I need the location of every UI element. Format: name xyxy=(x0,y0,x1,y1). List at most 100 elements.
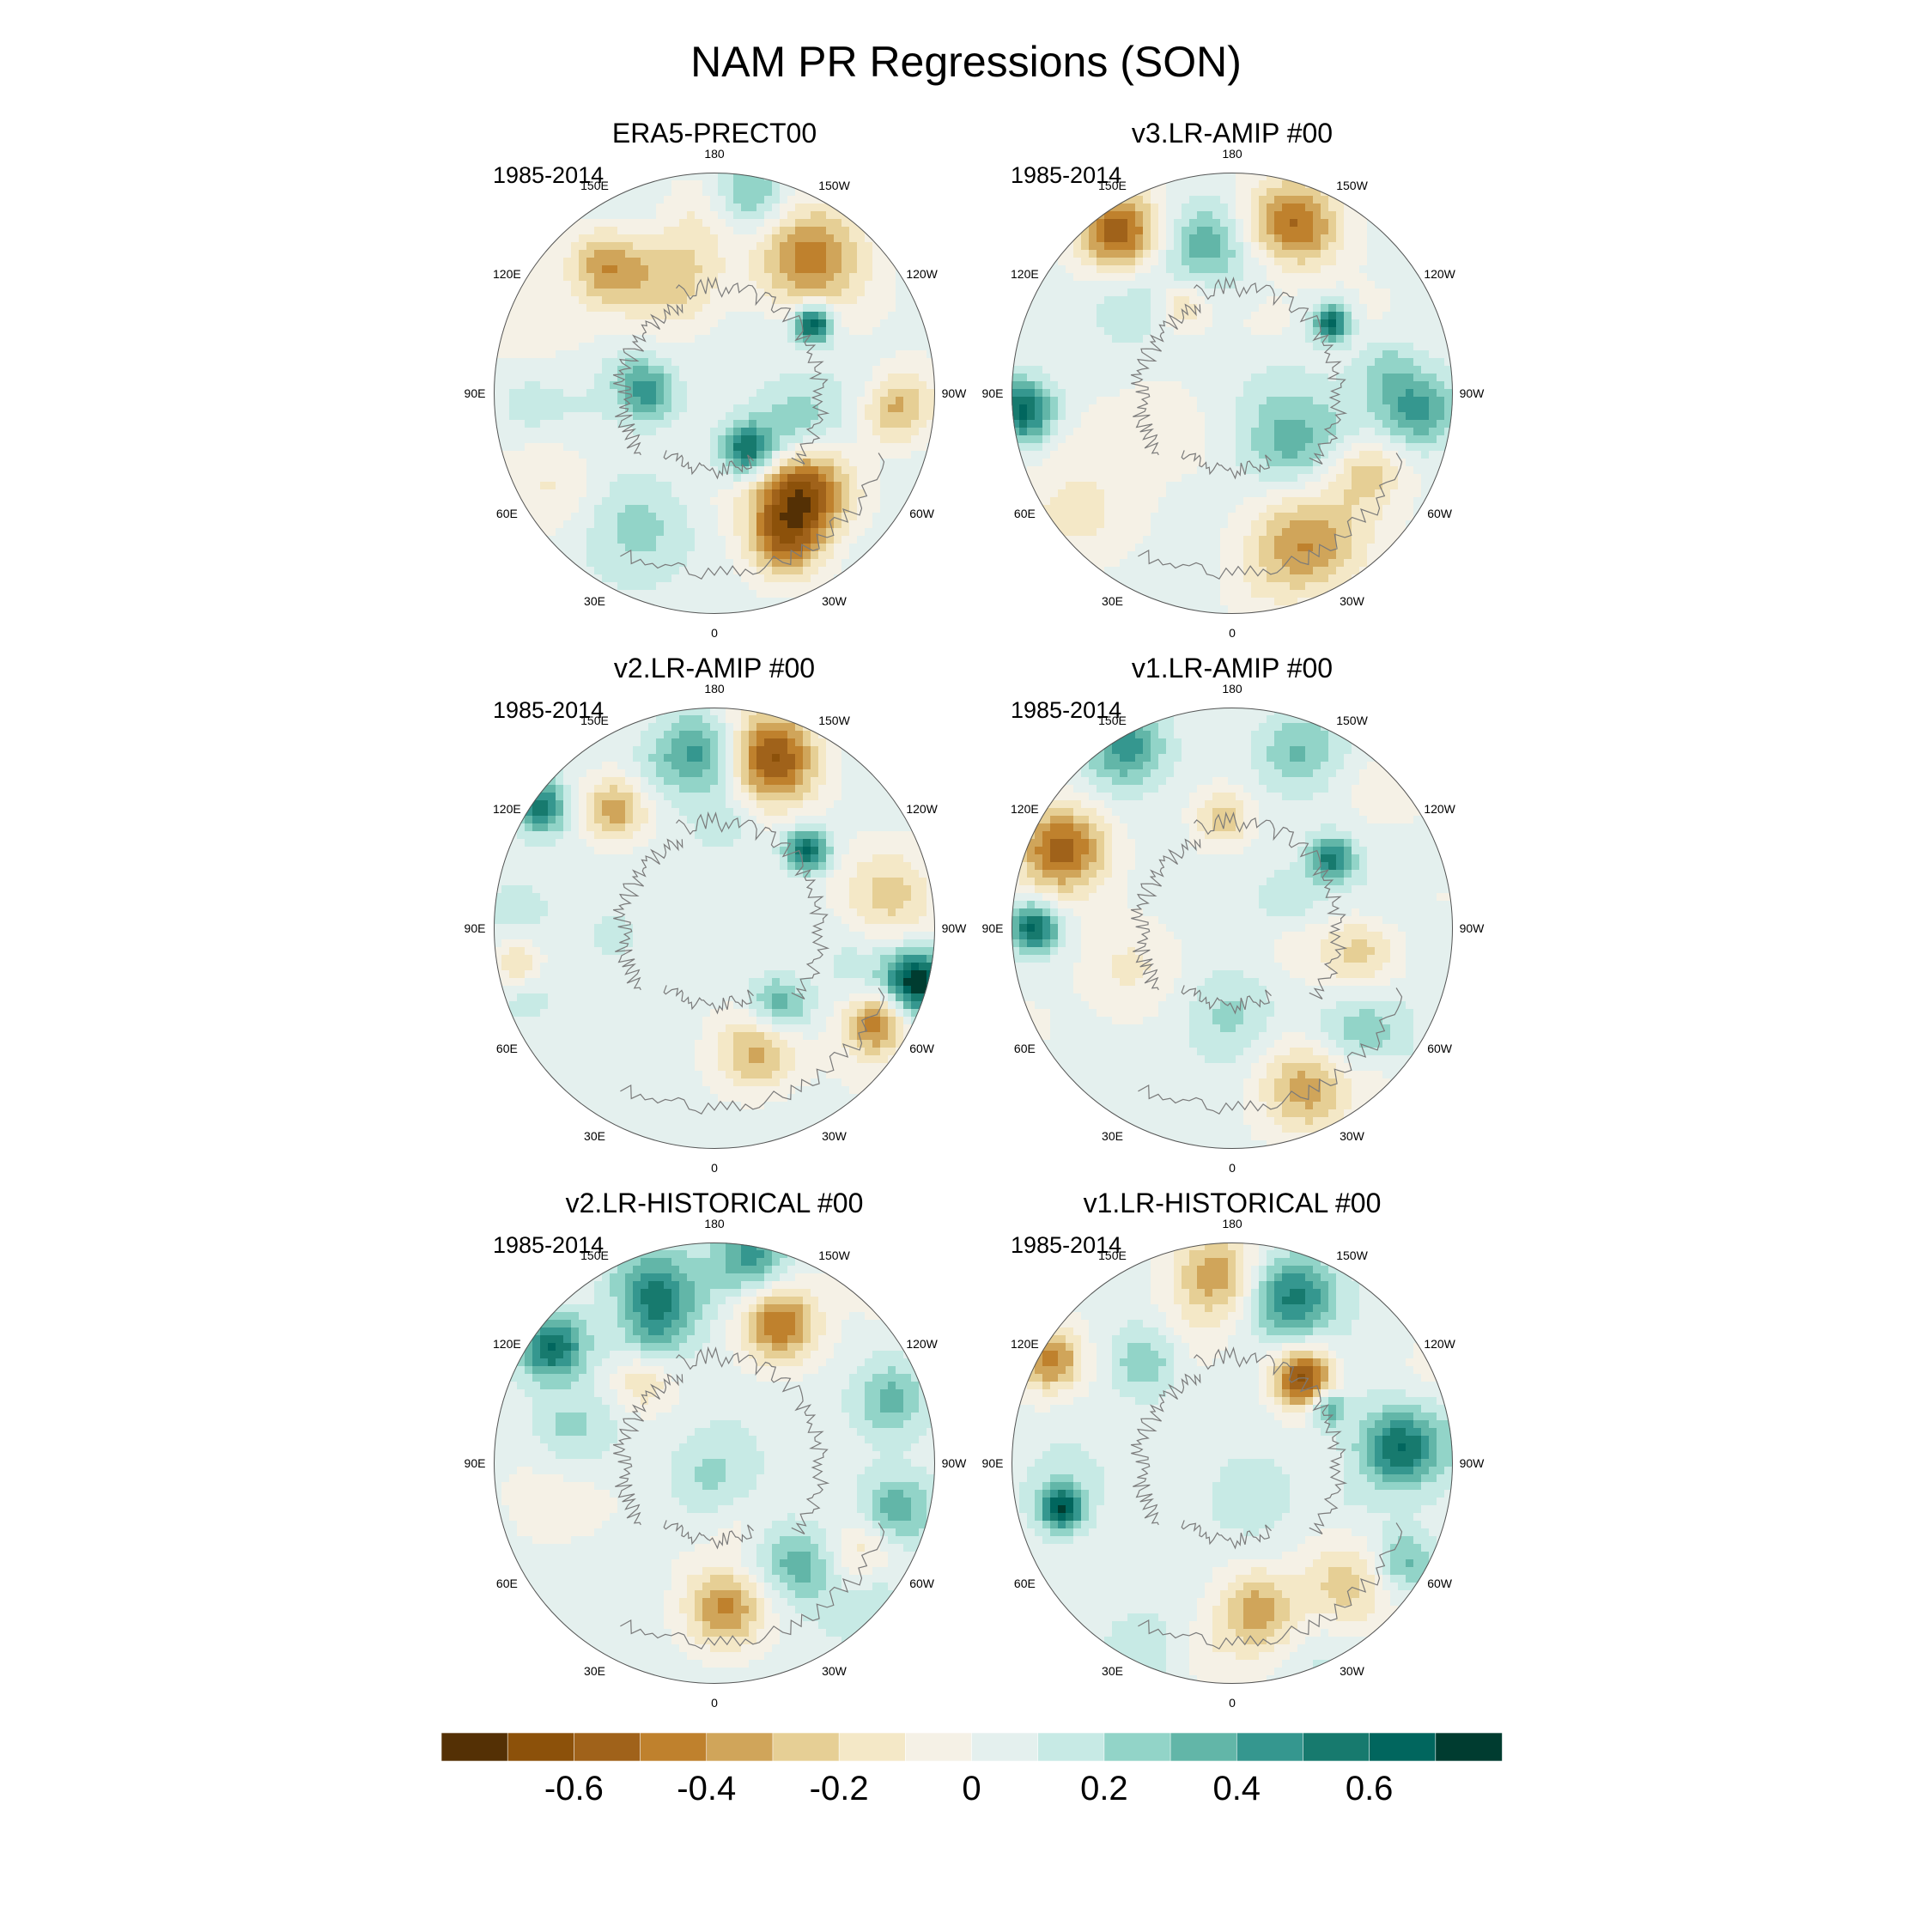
field-cell xyxy=(594,381,603,390)
field-cell xyxy=(1236,489,1244,498)
field-cell xyxy=(579,273,587,282)
field-cell xyxy=(849,211,858,220)
field-cell xyxy=(687,598,696,606)
field-cell xyxy=(927,404,935,413)
field-cell xyxy=(702,497,711,506)
field-cell xyxy=(1135,489,1144,498)
field-cell xyxy=(517,397,526,405)
field-cell xyxy=(1429,381,1437,390)
field-cell xyxy=(811,219,819,228)
field-cell xyxy=(1305,350,1314,359)
field-cell xyxy=(787,188,796,197)
field-cell xyxy=(1066,397,1074,405)
field-cell xyxy=(1375,404,1383,413)
field-cell xyxy=(1382,404,1391,413)
field-cell xyxy=(571,374,580,382)
field-cell xyxy=(579,474,587,483)
field-cell xyxy=(617,443,626,452)
field-cell xyxy=(718,482,726,490)
field-cell xyxy=(857,520,866,529)
field-cell xyxy=(1197,358,1206,367)
field-cell xyxy=(579,389,587,398)
field-cell xyxy=(1166,289,1175,297)
field-cell xyxy=(1127,219,1136,228)
field-cell xyxy=(1197,482,1206,490)
field-cell xyxy=(563,265,572,274)
field-cell xyxy=(1328,443,1337,452)
field-cell xyxy=(548,443,556,452)
field-cell xyxy=(1220,204,1229,212)
field-cell xyxy=(1290,466,1298,475)
field-cell xyxy=(1058,304,1066,313)
field-cell xyxy=(579,404,587,413)
field-cell xyxy=(749,598,757,606)
field-cell xyxy=(1352,459,1360,467)
field-cell xyxy=(501,366,510,374)
field-cell xyxy=(772,211,781,220)
field-cell xyxy=(571,428,580,436)
field-cell xyxy=(594,574,603,583)
field-cell xyxy=(1089,482,1097,490)
field-cell xyxy=(718,219,726,228)
field-cell xyxy=(1243,343,1252,351)
field-cell xyxy=(679,343,688,351)
field-cell xyxy=(695,466,703,475)
field-cell xyxy=(664,289,672,297)
field-cell xyxy=(1066,350,1074,359)
field-cell xyxy=(687,551,696,560)
field-cell xyxy=(1104,327,1113,336)
field-cell xyxy=(841,466,850,475)
field-cell xyxy=(741,374,750,382)
field-cell xyxy=(1429,281,1437,289)
field-cell xyxy=(1390,420,1399,428)
field-cell xyxy=(888,296,896,305)
field-cell xyxy=(710,505,719,513)
field-cell xyxy=(903,420,912,428)
field-cell xyxy=(1104,428,1113,436)
field-cell xyxy=(841,204,850,212)
field-cell xyxy=(1066,428,1074,436)
field-cell xyxy=(1390,505,1399,513)
field-cell xyxy=(1413,358,1422,367)
field-cell xyxy=(1282,289,1291,297)
field-cell xyxy=(1050,296,1059,305)
field-cell xyxy=(1220,188,1229,197)
field-cell xyxy=(1058,327,1066,336)
field-cell xyxy=(625,397,634,405)
field-cell xyxy=(664,466,672,475)
field-cell xyxy=(718,513,726,521)
field-cell xyxy=(1050,343,1059,351)
field-cell xyxy=(695,412,703,421)
field-cell xyxy=(1236,296,1244,305)
field-cell xyxy=(1104,497,1113,506)
field-cell xyxy=(787,358,796,367)
field-cell xyxy=(1174,397,1182,405)
field-cell xyxy=(903,343,912,351)
field-cell xyxy=(1367,335,1376,343)
field-cell xyxy=(772,304,781,313)
field-cell xyxy=(702,265,711,274)
field-cell xyxy=(818,536,827,544)
field-cell xyxy=(695,196,703,204)
field-cell xyxy=(602,420,611,428)
field-cell xyxy=(726,451,734,459)
field-cell xyxy=(556,513,564,521)
field-cell xyxy=(1151,188,1159,197)
field-cell xyxy=(741,536,750,544)
field-cell xyxy=(1352,412,1360,421)
field-cell xyxy=(1081,513,1090,521)
field-cell xyxy=(733,343,742,351)
field-cell xyxy=(888,466,896,475)
field-cell xyxy=(865,544,873,552)
field-cell xyxy=(594,281,603,289)
field-cell xyxy=(1135,196,1144,204)
field-cell xyxy=(579,211,587,220)
field-cell xyxy=(656,482,665,490)
field-cell xyxy=(841,350,850,359)
field-cell xyxy=(756,497,765,506)
field-cell xyxy=(1359,497,1368,506)
field-cell xyxy=(911,350,920,359)
field-cell xyxy=(780,234,788,243)
field-cell xyxy=(1042,258,1051,266)
field-cell xyxy=(1089,397,1097,405)
